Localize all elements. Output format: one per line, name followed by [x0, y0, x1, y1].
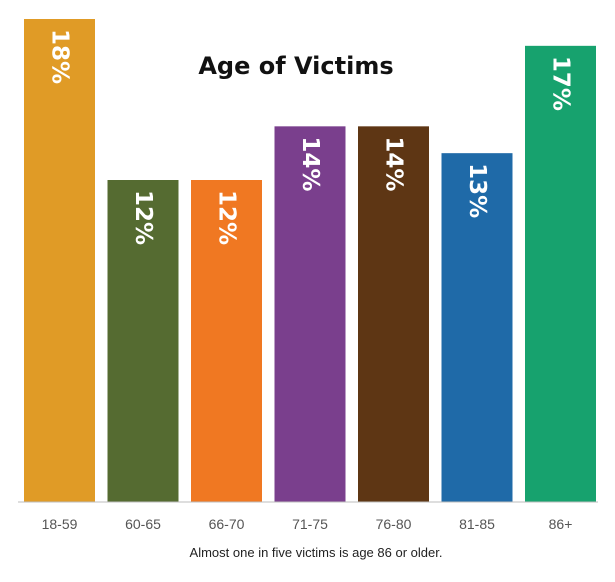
x-tick-label: 71-75: [292, 516, 328, 532]
x-tick-label: 81-85: [459, 516, 495, 532]
bar-76-80: [358, 126, 429, 502]
bar-value-label: 12%: [214, 190, 240, 245]
bar-value-label: 14%: [297, 136, 323, 191]
bars-layer: 18% 12% 12% 14% 14% 13% 17%: [24, 19, 596, 502]
bar-81-85: [441, 153, 513, 502]
bar-value-label: 14%: [381, 136, 407, 191]
x-tick-label: 60-65: [125, 516, 161, 532]
bar-86+: [525, 45, 596, 502]
bar-value-label: 13%: [464, 163, 490, 218]
x-tick-label: 76-80: [376, 516, 412, 532]
x-tick-label: 86+: [549, 516, 573, 532]
bar-value-label: 17%: [548, 56, 574, 111]
bar-60-65: [107, 180, 179, 502]
bar-value-label: 12%: [130, 190, 156, 245]
bar-value-label: 18%: [47, 29, 73, 84]
bar-18-59: [24, 19, 95, 502]
chart-title: Age of Victims: [198, 52, 393, 80]
bar-66-70: [191, 180, 262, 502]
x-tick-label: 66-70: [209, 516, 245, 532]
x-tick-label: 18-59: [42, 516, 78, 532]
bar-71-75: [274, 126, 346, 502]
x-axis-ticks: 18-59 60-65 66-70 71-75 76-80 81-85 86+: [42, 516, 573, 532]
chart-caption: Almost one in five victims is age 86 or …: [190, 545, 443, 560]
